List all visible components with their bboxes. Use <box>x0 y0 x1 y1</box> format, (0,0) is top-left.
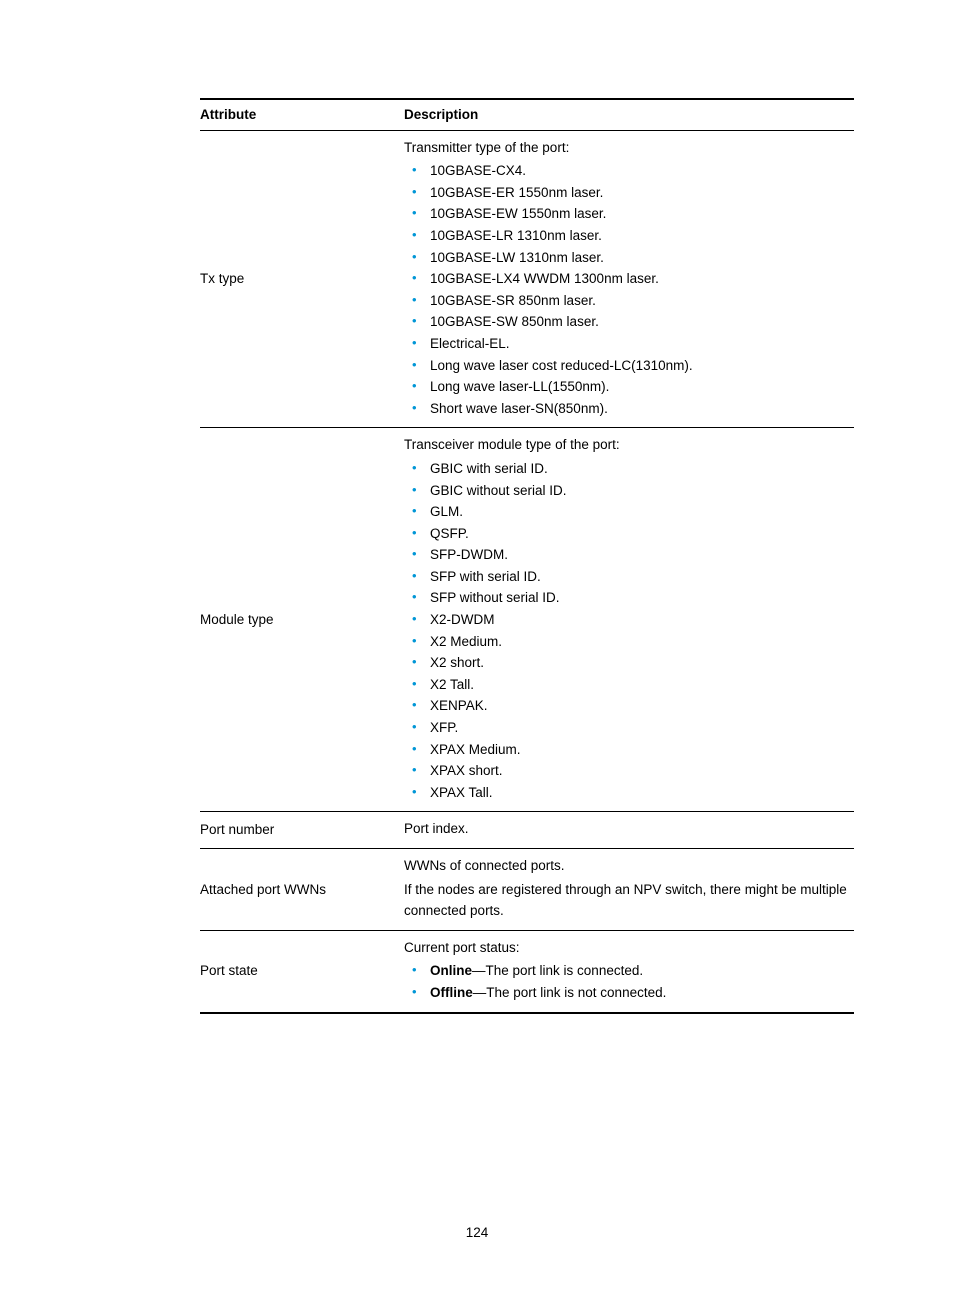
list-item: SFP with serial ID. <box>430 566 850 588</box>
bold-term: Online <box>430 963 472 978</box>
list-item: 10GBASE-ER 1550nm laser. <box>430 182 850 204</box>
table-row: Tx type Transmitter type of the port: 10… <box>200 130 854 428</box>
list-item: 10GBASE-LR 1310nm laser. <box>430 225 850 247</box>
rest-text: —The port link is not connected. <box>473 985 667 1000</box>
list-item: GBIC without serial ID. <box>430 480 850 502</box>
list-item: Electrical-EL. <box>430 333 850 355</box>
table-row: Module type Transceiver module type of t… <box>200 428 854 812</box>
list-item: XPAX short. <box>430 760 850 782</box>
bold-term: Offline <box>430 985 473 1000</box>
list-item: XFP. <box>430 717 850 739</box>
attr-cell: Attached port WWNs <box>200 849 404 931</box>
page: Attribute Description Tx type Transmitte… <box>0 0 954 1296</box>
list-item: XENPAK. <box>430 695 850 717</box>
rest-text: —The port link is connected. <box>472 963 643 978</box>
desc-cell: Transmitter type of the port: 10GBASE-CX… <box>404 130 854 428</box>
list-item: GBIC with serial ID. <box>430 458 850 480</box>
list-item: Online—The port link is connected. <box>430 960 850 982</box>
list-item: Short wave laser-SN(850nm). <box>430 398 850 420</box>
table-row: Attached port WWNs WWNs of connected por… <box>200 849 854 931</box>
attributes-table: Attribute Description Tx type Transmitte… <box>200 98 854 1014</box>
header-attribute: Attribute <box>200 99 404 130</box>
list-item: X2 short. <box>430 652 850 674</box>
list-item: GLM. <box>430 501 850 523</box>
header-description: Description <box>404 99 854 130</box>
desc-text: Port index. <box>404 818 850 840</box>
list-item: 10GBASE-LW 1310nm laser. <box>430 247 850 269</box>
attr-cell: Port number <box>200 812 404 849</box>
list-item: XPAX Medium. <box>430 739 850 761</box>
attr-cell: Port state <box>200 930 404 1012</box>
table-header-row: Attribute Description <box>200 99 854 130</box>
desc-text: If the nodes are registered through an N… <box>404 879 850 922</box>
list-item: 10GBASE-LX4 WWDM 1300nm laser. <box>430 268 850 290</box>
desc-list: GBIC with serial ID. GBIC without serial… <box>404 458 850 804</box>
list-item: QSFP. <box>430 523 850 545</box>
desc-intro: Transmitter type of the port: <box>404 137 850 159</box>
table-row: Port number Port index. <box>200 812 854 849</box>
desc-intro: Transceiver module type of the port: <box>404 434 850 456</box>
desc-list: Online—The port link is connected. Offli… <box>404 960 850 1003</box>
list-item: X2 Medium. <box>430 631 850 653</box>
list-item: X2 Tall. <box>430 674 850 696</box>
table-body: Tx type Transmitter type of the port: 10… <box>200 130 854 1012</box>
table-row: Port state Current port status: Online—T… <box>200 930 854 1012</box>
list-item: SFP without serial ID. <box>430 587 850 609</box>
list-item: 10GBASE-SW 850nm laser. <box>430 311 850 333</box>
list-item: X2-DWDM <box>430 609 850 631</box>
page-number: 124 <box>0 1225 954 1240</box>
attr-cell: Tx type <box>200 130 404 428</box>
attr-cell: Module type <box>200 428 404 812</box>
list-item: 10GBASE-CX4. <box>430 160 850 182</box>
list-item: XPAX Tall. <box>430 782 850 804</box>
list-item: 10GBASE-EW 1550nm laser. <box>430 203 850 225</box>
desc-cell: Port index. <box>404 812 854 849</box>
desc-list: 10GBASE-CX4. 10GBASE-ER 1550nm laser. 10… <box>404 160 850 419</box>
desc-cell: Transceiver module type of the port: GBI… <box>404 428 854 812</box>
list-item: Offline—The port link is not connected. <box>430 982 850 1004</box>
desc-intro: Current port status: <box>404 937 850 959</box>
list-item: Long wave laser-LL(1550nm). <box>430 376 850 398</box>
desc-cell: WWNs of connected ports. If the nodes ar… <box>404 849 854 931</box>
list-item: 10GBASE-SR 850nm laser. <box>430 290 850 312</box>
desc-cell: Current port status: Online—The port lin… <box>404 930 854 1012</box>
desc-text: WWNs of connected ports. <box>404 855 850 877</box>
list-item: SFP-DWDM. <box>430 544 850 566</box>
list-item: Long wave laser cost reduced-LC(1310nm). <box>430 355 850 377</box>
